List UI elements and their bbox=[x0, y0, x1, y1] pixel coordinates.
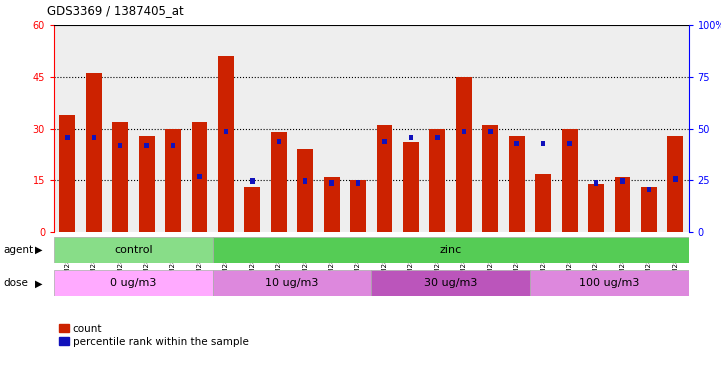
Text: ▶: ▶ bbox=[35, 278, 42, 288]
Bar bbox=[668, 136, 684, 232]
Bar bbox=[567, 141, 572, 146]
Bar bbox=[329, 180, 334, 186]
Bar bbox=[535, 174, 551, 232]
Bar bbox=[54, 270, 213, 296]
Bar bbox=[562, 129, 578, 232]
Bar bbox=[456, 77, 472, 232]
Bar bbox=[620, 179, 624, 184]
Text: 0 ug/m3: 0 ug/m3 bbox=[110, 278, 156, 288]
Bar bbox=[382, 139, 386, 144]
Bar bbox=[224, 129, 228, 134]
Bar bbox=[192, 122, 208, 232]
Bar bbox=[350, 180, 366, 232]
Bar bbox=[59, 115, 75, 232]
Bar bbox=[614, 177, 630, 232]
Bar bbox=[673, 176, 678, 182]
Bar bbox=[647, 187, 651, 192]
Text: ▶: ▶ bbox=[35, 245, 42, 255]
Bar bbox=[118, 143, 123, 148]
Bar bbox=[213, 270, 371, 296]
Bar bbox=[144, 143, 149, 148]
Bar bbox=[218, 56, 234, 232]
Bar bbox=[297, 149, 313, 232]
Bar bbox=[356, 180, 360, 186]
Bar bbox=[54, 237, 213, 263]
Bar bbox=[435, 135, 440, 140]
Bar bbox=[86, 73, 102, 232]
Text: GDS3369 / 1387405_at: GDS3369 / 1387405_at bbox=[47, 4, 184, 17]
Text: 100 ug/m3: 100 ug/m3 bbox=[579, 278, 640, 288]
Text: dose: dose bbox=[4, 278, 29, 288]
Bar bbox=[588, 184, 604, 232]
Bar bbox=[541, 141, 545, 146]
Bar bbox=[371, 270, 530, 296]
Bar bbox=[65, 135, 69, 140]
Bar bbox=[171, 143, 175, 148]
Bar bbox=[403, 142, 419, 232]
Bar bbox=[641, 187, 657, 232]
Text: control: control bbox=[114, 245, 153, 255]
Bar bbox=[271, 132, 287, 232]
Bar bbox=[112, 122, 128, 232]
Bar bbox=[324, 177, 340, 232]
Bar bbox=[430, 129, 446, 232]
Bar bbox=[594, 180, 598, 186]
Bar bbox=[213, 237, 689, 263]
Bar bbox=[509, 136, 525, 232]
Bar bbox=[92, 135, 96, 140]
Bar bbox=[376, 125, 392, 232]
Bar bbox=[515, 141, 519, 146]
Bar bbox=[409, 135, 413, 140]
Bar bbox=[244, 187, 260, 232]
Legend: count, percentile rank within the sample: count, percentile rank within the sample bbox=[59, 324, 249, 346]
Bar bbox=[488, 129, 492, 134]
Bar bbox=[165, 129, 181, 232]
Text: 10 ug/m3: 10 ug/m3 bbox=[265, 278, 319, 288]
Text: zinc: zinc bbox=[440, 245, 461, 255]
Bar bbox=[530, 270, 689, 296]
Bar bbox=[461, 129, 466, 134]
Text: agent: agent bbox=[4, 245, 34, 255]
Bar bbox=[482, 125, 498, 232]
Bar bbox=[138, 136, 154, 232]
Bar bbox=[303, 179, 307, 184]
Bar bbox=[250, 179, 255, 184]
Bar bbox=[198, 174, 202, 179]
Bar bbox=[277, 139, 281, 144]
Text: 30 ug/m3: 30 ug/m3 bbox=[424, 278, 477, 288]
